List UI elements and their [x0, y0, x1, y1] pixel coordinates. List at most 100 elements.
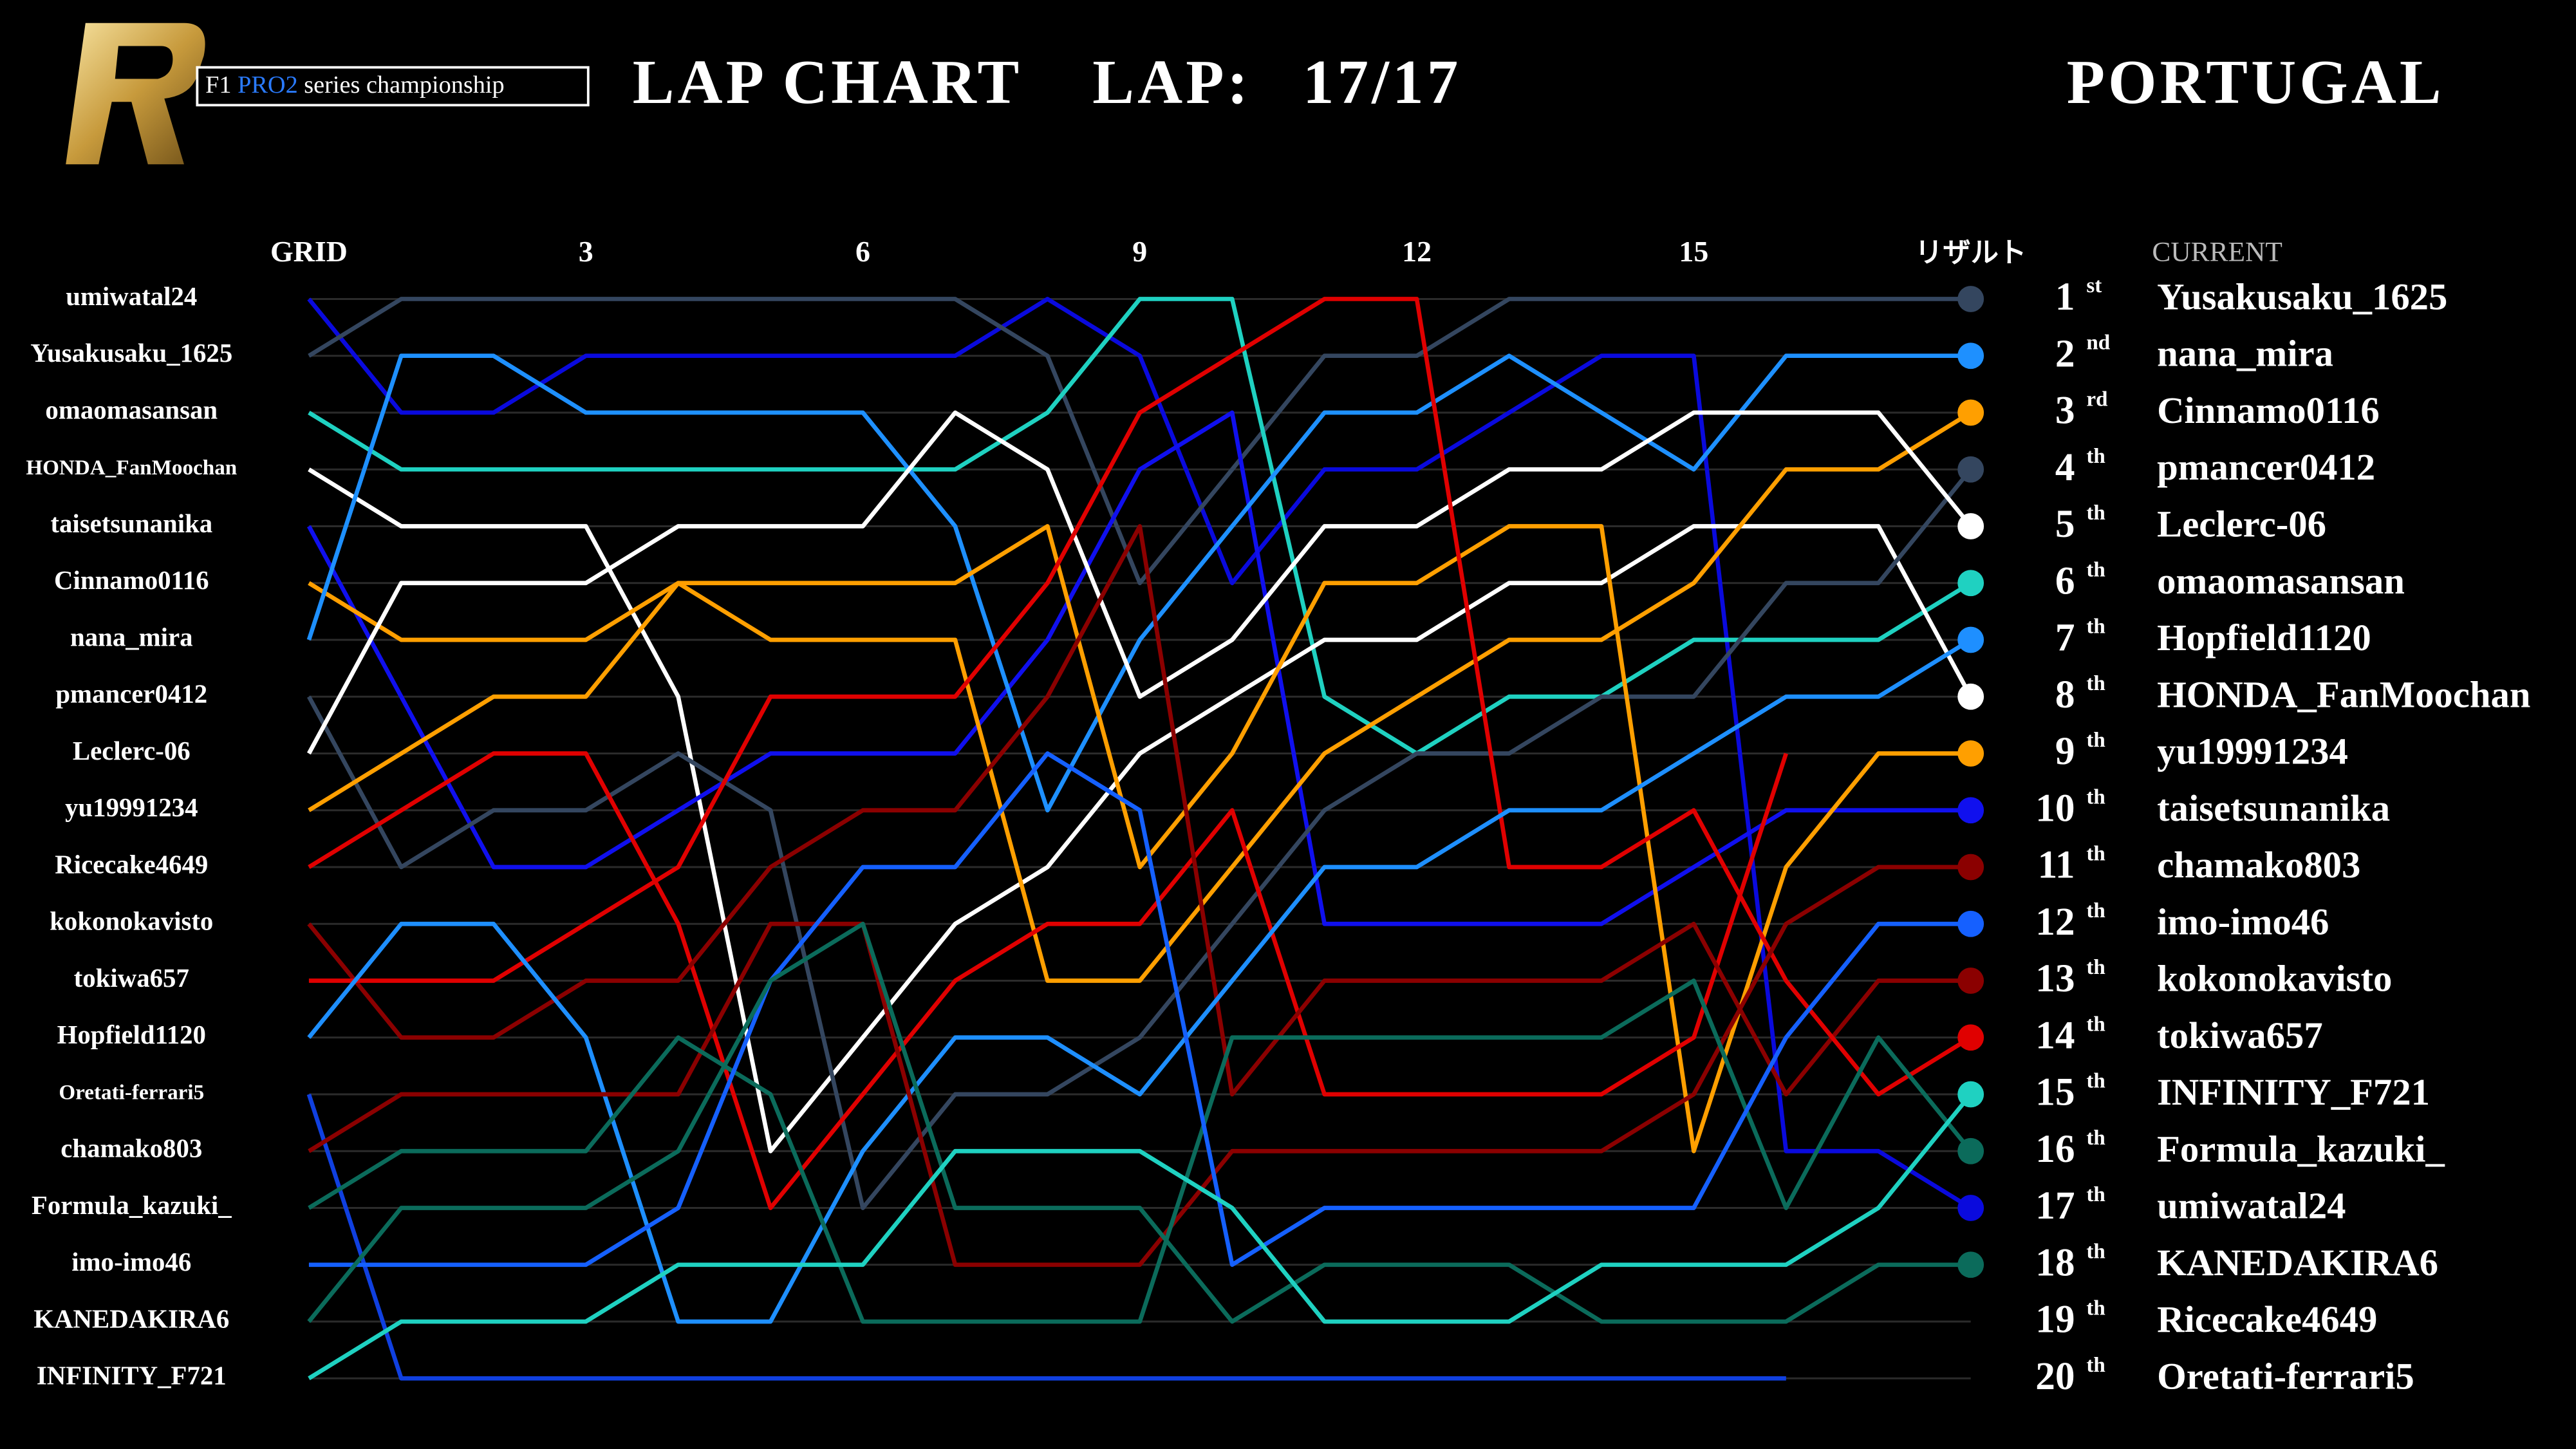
result-position: 5: [2055, 502, 2075, 546]
result-dot: [1957, 854, 1984, 881]
result-position: 11: [2038, 843, 2075, 887]
result-suffix: th: [2086, 501, 2105, 525]
result-suffix: th: [2086, 842, 2105, 866]
result-position: 9: [2055, 729, 2075, 773]
result-suffix: th: [2086, 955, 2105, 979]
result-position: 15: [2035, 1070, 2075, 1114]
result-name: tokiwa657: [2157, 1014, 2323, 1056]
grid-driver-name: Leclerc-06: [73, 736, 191, 765]
position-line: [308, 978, 1973, 1324]
position-line: [308, 411, 1972, 983]
result-position: 16: [2035, 1127, 2075, 1171]
grid-driver-name: INFINITY_F721: [37, 1361, 227, 1390]
result-dot: [1957, 1137, 1984, 1164]
position-line: [308, 297, 1971, 586]
grid-driver-name: omaomasansan: [45, 395, 218, 424]
result-position: 6: [2055, 559, 2075, 603]
result-name: imo-imo46: [2157, 901, 2329, 942]
result-name: taisetsunanika: [2157, 787, 2390, 829]
result-suffix: th: [2086, 785, 2105, 809]
result-dot: [1957, 399, 1984, 426]
result-suffix: th: [2086, 1069, 2105, 1093]
result-name: Cinnamo0116: [2157, 389, 2380, 431]
result-name: yu19991234: [2157, 731, 2348, 772]
result-position: 20: [2035, 1354, 2075, 1398]
position-line: [308, 1092, 1973, 1381]
position-line: [307, 297, 1972, 1210]
grid-driver-name: HONDA_FanMoochan: [26, 456, 237, 480]
logo-r: [66, 23, 205, 165]
grid-driver-name: nana_mira: [70, 622, 193, 651]
result-name: nana_mira: [2157, 333, 2333, 375]
result-name: KANEDAKIRA6: [2157, 1242, 2438, 1284]
result-position: 4: [2055, 445, 2075, 489]
position-line: [308, 467, 1973, 1154]
grid-driver-name: pmancer0412: [55, 680, 207, 709]
result-name: Leclerc-06: [2157, 503, 2326, 545]
result-position: 18: [2035, 1240, 2075, 1284]
result-suffix: rd: [2086, 388, 2108, 411]
result-dot: [1957, 968, 1984, 994]
position-line: [307, 638, 1972, 1324]
result-suffix: th: [2086, 671, 2105, 695]
position-line: [306, 1093, 1786, 1381]
result-suffix: th: [2086, 557, 2105, 581]
x-tick-label: 6: [855, 235, 870, 268]
position-line: [308, 865, 1971, 1267]
result-dot: [1957, 683, 1984, 710]
result-position: 10: [2035, 786, 2075, 830]
result-suffix: th: [2086, 1012, 2105, 1036]
result-suffix: th: [2086, 728, 2105, 752]
grid-driver-name: Hopfield1120: [57, 1020, 206, 1049]
result-dot: [1957, 1024, 1984, 1051]
result-suffix: nd: [2086, 330, 2110, 354]
grid-driver-name: Oretati-ferrari5: [59, 1081, 204, 1105]
result-position: 17: [2035, 1184, 2075, 1228]
result-name: HONDA_FanMoochan: [2157, 673, 2530, 715]
result-dot: [1957, 1081, 1984, 1108]
result-dot: [1957, 456, 1984, 483]
result-suffix: th: [2086, 899, 2105, 922]
grid-driver-name: Yusakusaku_1625: [30, 339, 232, 368]
result-dot: [1957, 570, 1984, 597]
position-line: [308, 751, 1788, 1210]
grid-driver-name: tokiwa657: [74, 964, 189, 993]
result-dot: [1957, 797, 1984, 824]
grid-driver-name: kokonokavisto: [50, 907, 213, 936]
result-dot: [1957, 342, 1984, 369]
grid-driver-name: Formula_kazuki_: [32, 1191, 232, 1220]
grid-driver-name: taisetsunanika: [50, 509, 212, 538]
result-position: 14: [2035, 1013, 2075, 1057]
result-name: Formula_kazuki_: [2157, 1128, 2445, 1170]
result-position: 19: [2035, 1298, 2075, 1341]
grid-driver-name: KANEDAKIRA6: [33, 1304, 229, 1333]
result-suffix: th: [2086, 444, 2105, 468]
result-suffix: th: [2086, 1353, 2105, 1377]
result-name: INFINITY_F721: [2157, 1071, 2430, 1113]
position-line: [308, 297, 1972, 756]
logo-pro2: PRO2: [238, 71, 298, 98]
result-name: chamako803: [2157, 844, 2360, 886]
grid-driver-name: yu19991234: [65, 793, 198, 822]
x-tick-label: GRID: [270, 235, 348, 268]
lap-label: LAP:: [1092, 48, 1251, 117]
result-dot: [1957, 740, 1984, 767]
result-suffix: th: [2086, 1183, 2105, 1206]
logo: F1 PRO2 series championship: [66, 23, 590, 165]
result-name: pmancer0412: [2157, 446, 2375, 488]
position-line: [306, 353, 1971, 813]
grid-driver-name: Ricecake4649: [55, 850, 208, 879]
grid-driver-name: imo-imo46: [71, 1248, 191, 1276]
x-tick-label: リザルト: [1915, 237, 2027, 269]
logo-series: series championship: [304, 71, 504, 98]
result-suffix: th: [2086, 1240, 2105, 1264]
result-name: Ricecake4649: [2157, 1298, 2377, 1340]
result-suffix: th: [2086, 1126, 2105, 1150]
position-line: [307, 524, 1971, 1097]
position-line: [307, 921, 1971, 1324]
result-dot: [1957, 1251, 1984, 1278]
result-dot: [1957, 1195, 1984, 1221]
position-line: [306, 468, 1973, 1210]
logo-f1: F1: [205, 71, 231, 98]
position-line: [306, 410, 1971, 926]
